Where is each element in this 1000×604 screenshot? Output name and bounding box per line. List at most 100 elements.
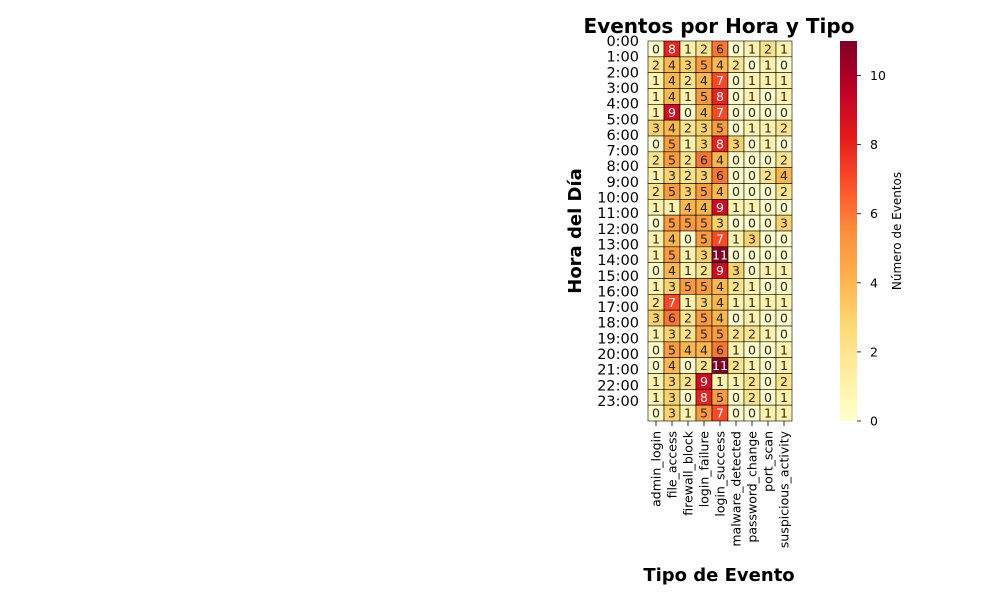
cell-value-label: 0 bbox=[764, 152, 772, 167]
cell-value-label: 0 bbox=[748, 247, 756, 262]
cell-value-label: 3 bbox=[668, 279, 676, 294]
cell-value-label: 3 bbox=[780, 216, 788, 231]
cell-value-label: 4 bbox=[668, 263, 676, 278]
cell-value-label: 2 bbox=[748, 374, 756, 389]
cell-value-label: 1 bbox=[780, 263, 788, 278]
cell-value-label: 0 bbox=[732, 168, 740, 183]
cell-value-label: 0 bbox=[780, 105, 788, 120]
y-tick-label: 15:00 bbox=[597, 269, 639, 285]
cell-value-label: 0 bbox=[684, 390, 692, 405]
cell-value-label: 0 bbox=[764, 200, 772, 215]
cell-value-label: 4 bbox=[668, 57, 676, 72]
cell-value-label: 5 bbox=[700, 89, 708, 104]
cell-value-label: 2 bbox=[780, 152, 788, 167]
y-tick-label: 2:00 bbox=[606, 65, 639, 81]
cell-value-label: 0 bbox=[732, 184, 740, 199]
cell-value-label: 0 bbox=[748, 168, 756, 183]
cell-value-label: 0 bbox=[764, 105, 772, 120]
cell-value-label: 4 bbox=[700, 105, 708, 120]
cell-value-label: 1 bbox=[652, 105, 660, 120]
cell-value-label: 7 bbox=[716, 105, 724, 120]
cell-value-label: 0 bbox=[764, 342, 772, 357]
cell-value-label: 0 bbox=[732, 152, 740, 167]
x-tick-label: firewall_block bbox=[681, 430, 696, 515]
cell-value-label: 0 bbox=[764, 184, 772, 199]
y-tick-label: 20:00 bbox=[597, 347, 639, 363]
cell-value-label: 1 bbox=[652, 279, 660, 294]
y-tick-labels: 0:001:002:003:004:005:006:007:008:009:00… bbox=[597, 34, 639, 410]
cell-value-label: 1 bbox=[684, 136, 692, 151]
colorbar-ticks: 0 2 4 6 8 10 bbox=[857, 68, 886, 429]
cell-value-label: 1 bbox=[652, 374, 660, 389]
cell-value-label: 5 bbox=[668, 247, 676, 262]
cell-value-label: 1 bbox=[780, 342, 788, 357]
cell-value-label: 1 bbox=[764, 57, 772, 72]
cell-value-label: 1 bbox=[732, 200, 740, 215]
cell-value-label: 9 bbox=[716, 200, 724, 215]
cell-value-label: 1 bbox=[652, 168, 660, 183]
cell-value-label: 5 bbox=[668, 184, 676, 199]
cell-value-label: 0 bbox=[780, 136, 788, 151]
cell-value-label: 4 bbox=[684, 342, 692, 357]
colorbar-tick-label: 8 bbox=[870, 137, 878, 152]
cell-value-label: 3 bbox=[668, 374, 676, 389]
cell-value-label: 1 bbox=[780, 295, 788, 310]
y-tick-label: 4:00 bbox=[606, 97, 639, 113]
cell-value-label: 3 bbox=[652, 121, 660, 136]
y-tick-label: 1:00 bbox=[606, 50, 639, 66]
cell-value-label: 0 bbox=[748, 406, 756, 421]
cell-value-label: 1 bbox=[652, 326, 660, 341]
cell-value-label: 1 bbox=[652, 200, 660, 215]
cell-value-label: 1 bbox=[780, 89, 788, 104]
cell-value-label: 2 bbox=[652, 295, 660, 310]
cell-value-label: 1 bbox=[748, 89, 756, 104]
x-tick-labels: admin_login file_access firewall_block logi… bbox=[649, 421, 792, 548]
cell-value-label: 0 bbox=[684, 231, 692, 246]
cell-value-label: 0 bbox=[732, 121, 740, 136]
cell-value-label: 2 bbox=[700, 263, 708, 278]
cell-value-label: 0 bbox=[732, 247, 740, 262]
cell-value-label: 1 bbox=[652, 390, 660, 405]
cell-value-label: 3 bbox=[732, 136, 740, 151]
cell-value-label: 1 bbox=[748, 121, 756, 136]
x-tick-label: login_failure bbox=[697, 431, 712, 507]
cell-value-label: 0 bbox=[732, 105, 740, 120]
colorbar-label: Número de Eventos bbox=[890, 172, 904, 290]
cell-value-label: 0 bbox=[732, 311, 740, 326]
cell-value-label: 1 bbox=[732, 374, 740, 389]
cell-value-label: 5 bbox=[668, 342, 676, 357]
cell-value-label: 1 bbox=[684, 41, 692, 56]
cell-value-label: 2 bbox=[748, 326, 756, 341]
cell-value-label: 1 bbox=[748, 73, 756, 88]
cell-value-label: 4 bbox=[716, 57, 724, 72]
x-tick-label: port_scan bbox=[761, 431, 776, 492]
cell-value-label: 3 bbox=[700, 247, 708, 262]
y-tick-label: 7:00 bbox=[606, 144, 639, 160]
cell-value-label: 3 bbox=[668, 406, 676, 421]
cell-value-label: 3 bbox=[684, 184, 692, 199]
cell-value-label: 1 bbox=[732, 231, 740, 246]
cell-value-label: 3 bbox=[700, 295, 708, 310]
cell-value-label: 9 bbox=[668, 105, 676, 120]
cell-value-label: 0 bbox=[780, 326, 788, 341]
cell-value-label: 1 bbox=[764, 73, 772, 88]
cell-value-label: 0 bbox=[652, 358, 660, 373]
cell-value-label: 2 bbox=[700, 41, 708, 56]
cell-value-label: 1 bbox=[780, 406, 788, 421]
y-tick-label: 13:00 bbox=[597, 237, 639, 253]
cell-value-label: 2 bbox=[700, 358, 708, 373]
cell-value-label: 0 bbox=[748, 105, 756, 120]
cell-value-label: 0 bbox=[684, 105, 692, 120]
cell-value-label: 1 bbox=[684, 89, 692, 104]
y-tick-label: 9:00 bbox=[606, 175, 639, 191]
cell-value-label: 0 bbox=[748, 342, 756, 357]
colorbar: 0 2 4 6 8 10 Número de Eventos bbox=[840, 41, 904, 429]
cell-value-label: 1 bbox=[764, 295, 772, 310]
cell-value-label: 5 bbox=[684, 216, 692, 231]
cell-value-label: 0 bbox=[764, 231, 772, 246]
cell-value-label: 3 bbox=[732, 263, 740, 278]
x-tick-label: malware_detected bbox=[729, 431, 744, 547]
cell-value-label: 2 bbox=[652, 57, 660, 72]
cell-value-label: 3 bbox=[748, 231, 756, 246]
cell-value-label: 0 bbox=[764, 374, 772, 389]
